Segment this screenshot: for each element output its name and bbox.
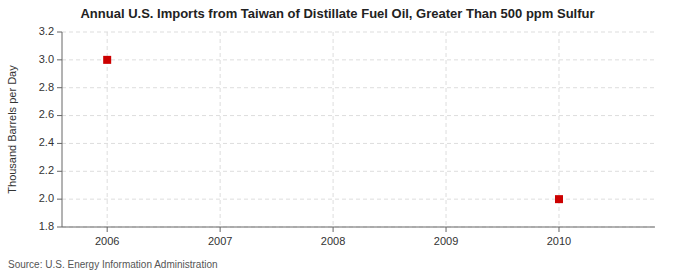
- y-tick: [57, 87, 62, 88]
- y-tick: [57, 171, 62, 172]
- x-tick-label: 2007: [208, 235, 232, 247]
- y-tick: [57, 199, 62, 200]
- x-tick: [107, 227, 108, 232]
- y-tick-label: 2.2: [39, 164, 54, 176]
- grid-line-x: [333, 32, 334, 227]
- data-points: [103, 56, 563, 203]
- y-tick: [57, 227, 62, 228]
- grid-line-y: [62, 143, 655, 144]
- y-axis-line: [62, 32, 63, 227]
- x-tick-label: 2006: [95, 235, 119, 247]
- y-tick-label: 3.2: [39, 25, 54, 37]
- y-tick-label: 2.6: [39, 108, 54, 120]
- grid-line-y: [62, 227, 655, 228]
- y-axis-label: Thousand Barrels per Day: [6, 65, 18, 194]
- x-tick-label: 2009: [434, 235, 458, 247]
- y-tick: [57, 115, 62, 116]
- axes: 1.8 2.0 2.2 2.4 2.6 2.8 3.0 3.2 2006 2007 2008 2009…: [39, 25, 655, 247]
- grid-line-x: [220, 32, 221, 227]
- y-tick-label: 2.0: [39, 192, 54, 204]
- x-tick: [558, 227, 559, 232]
- source-note: Source: U.S. Energy Information Administ…: [8, 259, 218, 270]
- y-tick: [57, 32, 62, 33]
- y-tick-label: 3.0: [39, 53, 54, 65]
- grid-line-y: [62, 199, 655, 200]
- data-point: [103, 56, 111, 64]
- grid-line-y: [62, 59, 655, 60]
- chart-svg: 1.8 2.0 2.2 2.4 2.6 2.8 3.0 3.2 2006 2007 2008 2009…: [0, 0, 675, 275]
- grid-line-y: [62, 87, 655, 88]
- y-tick-label: 2.4: [39, 136, 54, 148]
- chart-container: 1.8 2.0 2.2 2.4 2.6 2.8 3.0 3.2 2006 2007 2008 2009…: [0, 0, 675, 275]
- title: Annual U.S. Imports from Taiwan of Disti…: [80, 6, 594, 21]
- grid-line-y: [62, 171, 655, 172]
- grid: [62, 32, 655, 227]
- data-point: [555, 195, 563, 203]
- y-tick: [57, 143, 62, 144]
- grid-line-y: [62, 32, 655, 33]
- x-axis-line: [62, 227, 655, 228]
- y-tick-label: 1.8: [39, 220, 54, 232]
- x-tick-label: 2010: [547, 235, 571, 247]
- grid-line-x: [446, 32, 447, 227]
- x-tick-label: 2008: [321, 235, 345, 247]
- y-tick: [57, 59, 62, 60]
- grid-line-y: [62, 115, 655, 116]
- x-tick: [446, 227, 447, 232]
- x-tick: [333, 227, 334, 232]
- x-tick: [220, 227, 221, 232]
- y-tick-label: 2.8: [39, 81, 54, 93]
